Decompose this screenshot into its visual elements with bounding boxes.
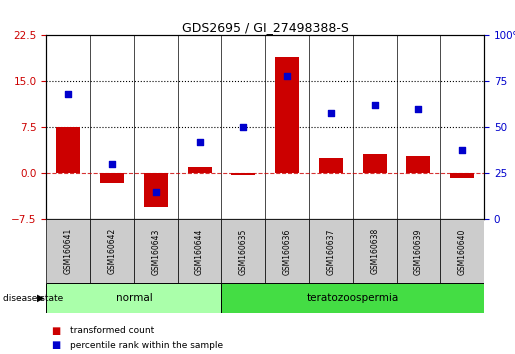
Text: GSM160641: GSM160641 bbox=[64, 228, 73, 274]
Bar bbox=[144, 173, 168, 207]
Bar bbox=[221, 219, 265, 283]
Bar bbox=[221, 283, 484, 313]
Bar bbox=[46, 283, 221, 313]
Bar bbox=[319, 158, 343, 173]
Bar bbox=[406, 156, 431, 173]
Bar bbox=[134, 219, 178, 283]
Text: percentile rank within the sample: percentile rank within the sample bbox=[70, 341, 222, 350]
Point bbox=[64, 91, 72, 97]
Text: ■: ■ bbox=[52, 326, 61, 336]
Bar bbox=[100, 173, 124, 183]
Point bbox=[151, 189, 160, 195]
Text: GSM160642: GSM160642 bbox=[108, 228, 116, 274]
Bar bbox=[440, 219, 484, 283]
Bar bbox=[353, 219, 397, 283]
Bar bbox=[231, 173, 255, 175]
Bar bbox=[178, 219, 221, 283]
Bar bbox=[363, 154, 387, 173]
Text: GSM160638: GSM160638 bbox=[370, 228, 379, 274]
Bar bbox=[46, 219, 90, 283]
Point bbox=[458, 147, 466, 152]
Point bbox=[327, 110, 335, 115]
Bar bbox=[90, 219, 134, 283]
Text: ■: ■ bbox=[52, 340, 61, 350]
Bar bbox=[309, 219, 353, 283]
Bar bbox=[275, 57, 299, 173]
Title: GDS2695 / GI_27498388-S: GDS2695 / GI_27498388-S bbox=[182, 21, 349, 34]
Bar bbox=[56, 127, 80, 173]
Point bbox=[108, 161, 116, 167]
Bar bbox=[187, 167, 212, 173]
Point bbox=[196, 139, 204, 145]
Text: GSM160635: GSM160635 bbox=[239, 228, 248, 275]
Text: ▶: ▶ bbox=[37, 293, 45, 303]
Text: teratozoospermia: teratozoospermia bbox=[306, 293, 399, 303]
Text: GSM160643: GSM160643 bbox=[151, 228, 160, 275]
Text: GSM160644: GSM160644 bbox=[195, 228, 204, 275]
Text: disease state: disease state bbox=[3, 294, 63, 303]
Text: GSM160636: GSM160636 bbox=[283, 228, 291, 275]
Text: GSM160637: GSM160637 bbox=[327, 228, 335, 275]
Text: transformed count: transformed count bbox=[70, 326, 154, 336]
Text: GSM160640: GSM160640 bbox=[458, 228, 467, 275]
Point bbox=[283, 73, 291, 79]
Text: normal: normal bbox=[115, 293, 152, 303]
Point bbox=[370, 103, 379, 108]
Bar bbox=[397, 219, 440, 283]
Point bbox=[414, 106, 422, 112]
Text: GSM160639: GSM160639 bbox=[414, 228, 423, 275]
Bar bbox=[265, 219, 309, 283]
Point bbox=[239, 125, 247, 130]
Bar bbox=[450, 173, 474, 178]
